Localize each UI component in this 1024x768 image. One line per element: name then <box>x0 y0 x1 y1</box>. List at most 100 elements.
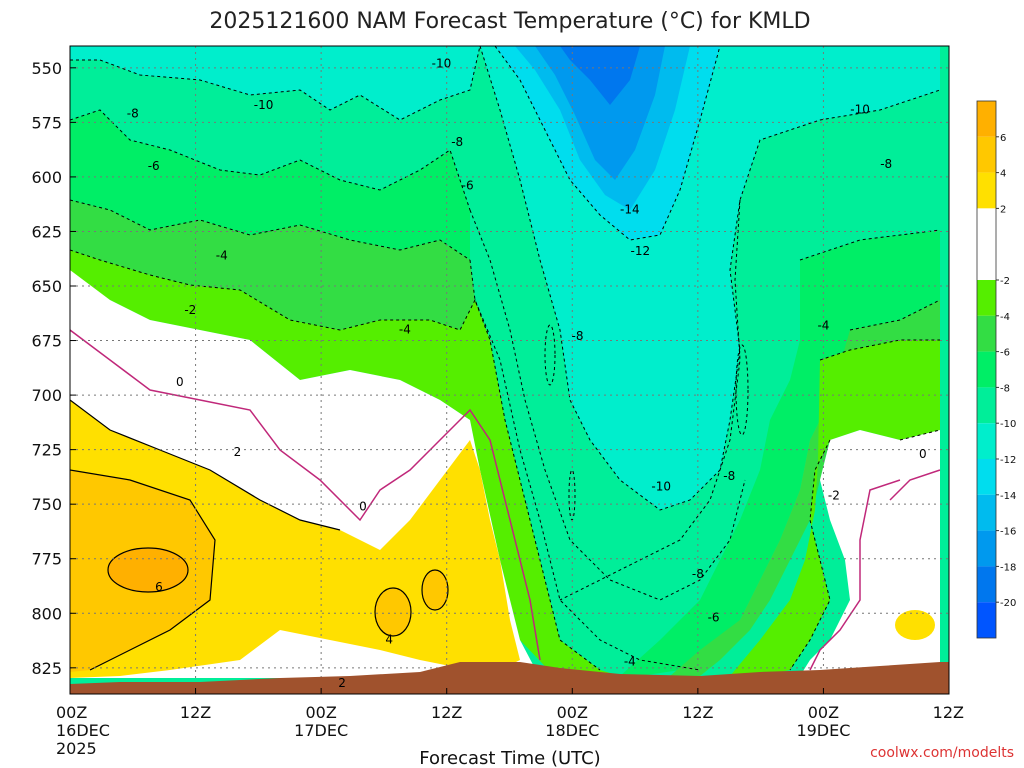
x-tick-date-label: 16DEC <box>56 721 110 740</box>
plot-area: -10 -10 -8 -10 -8 -8 -6 -6 -14 -12 -4 -2 -4 -8 -4 0 2 0 -8… <box>70 46 949 694</box>
contour-label: 0 <box>359 499 367 513</box>
region-4c-patch-b <box>422 570 448 610</box>
contour-label: 0 <box>919 447 927 461</box>
contour-line <box>70 469 216 671</box>
contour-line <box>819 339 940 361</box>
contour-label: -8 <box>127 107 139 121</box>
contour-label: -6 <box>708 611 720 625</box>
colorbar-band <box>977 136 996 173</box>
colorbar-band <box>977 351 996 388</box>
negative-contour-lines <box>70 46 941 671</box>
x-tick-label: 12Z <box>431 703 462 722</box>
chart-title: 2025121600 NAM Forecast Temperature (°C)… <box>209 9 810 34</box>
contour-line <box>559 199 741 601</box>
contour-label: -8 <box>451 135 463 149</box>
y-tick-label: 800 <box>31 604 62 623</box>
y-tick-label: 625 <box>31 222 62 241</box>
y-tick-label: 725 <box>31 441 62 460</box>
colorbar-label: -20 <box>1000 598 1016 609</box>
contour-line <box>374 587 412 637</box>
colorbar-band <box>977 423 996 459</box>
y-tick-label: 775 <box>31 550 62 569</box>
region-minus6-right <box>670 300 940 676</box>
colorbar-band <box>977 280 996 316</box>
contour-line <box>469 209 746 601</box>
y-tick-label: 700 <box>31 386 62 405</box>
y-tick-label: 825 <box>31 659 62 678</box>
contour-line <box>107 547 189 593</box>
x-tick-label: 12Z <box>180 703 211 722</box>
region-4c-patch-a <box>375 588 411 636</box>
x-tick-label: 12Z <box>933 703 964 722</box>
contour-label: 2 <box>338 676 346 690</box>
contour-label: -8 <box>572 329 584 343</box>
region-minus8-left <box>70 110 470 260</box>
colorbar: 6 4 2 -2 -4 -6 -8 -10 -12 -14 -16 -18 -20 <box>976 100 1016 639</box>
contour-label: -8 <box>692 567 704 581</box>
region-minus18 <box>535 46 665 180</box>
colorbar-frame <box>976 100 997 639</box>
contour-label: -8 <box>880 157 892 171</box>
colorbar-label: -10 <box>1000 419 1016 430</box>
contour-line <box>469 259 701 671</box>
x-tick-label: 12Z <box>682 703 713 722</box>
contour-label: -10 <box>432 56 452 70</box>
region-minus10-left <box>70 46 480 120</box>
contour-line <box>544 324 556 386</box>
x-tick-date-label: 19DEC <box>796 721 850 740</box>
x-tick-year-label: 2025 <box>56 739 97 758</box>
contour-line <box>70 329 541 661</box>
contour-label: 6 <box>155 580 163 594</box>
region-minus4-right <box>730 340 940 676</box>
contour-label: -6 <box>148 159 160 173</box>
contour-line <box>421 569 449 611</box>
x-tick-label: 00Z <box>305 703 336 722</box>
contour-line <box>494 46 721 241</box>
contour-line <box>849 299 941 331</box>
contour-label: 2 <box>234 445 242 459</box>
contour-label: -10 <box>651 480 671 494</box>
y-tick-label: 600 <box>31 168 62 187</box>
colorbar-label: -12 <box>1000 455 1016 466</box>
positive-contour-lines <box>70 399 449 671</box>
contour-labels: -10 -10 -8 -10 -8 -8 -6 -6 -14 -12 -4 -2 -4 -8 -4 0 2 0 -8… <box>127 56 927 690</box>
contour-line <box>70 249 601 671</box>
contour-label: -14 <box>620 203 640 217</box>
contour-line <box>70 109 471 211</box>
horizontal-gridlines <box>70 67 949 669</box>
x-tick-date-label: 18DEC <box>545 721 599 740</box>
terrain-ground <box>70 662 949 694</box>
y-tick-label: 575 <box>31 113 62 132</box>
colorbar-band <box>977 566 996 603</box>
colorbar-band <box>977 315 996 352</box>
contour-line <box>735 344 749 436</box>
y-axis: 550 575 600 625 650 675 700 725 750 775 800 825 <box>31 59 76 678</box>
contour-label: -2 <box>184 303 196 317</box>
contour-line <box>899 429 941 441</box>
contour-label: -8 <box>723 469 735 483</box>
colorbar-band <box>977 530 996 567</box>
colorbar-band <box>977 387 996 424</box>
colorbar-label: -18 <box>1000 562 1016 573</box>
colorbar-band <box>977 208 996 280</box>
contour-line <box>799 229 941 261</box>
colorbar-label: 6 <box>1000 133 1006 144</box>
y-tick-label: 750 <box>31 495 62 514</box>
colorbar-band <box>977 459 996 495</box>
x-tick-label: 00Z <box>56 703 87 722</box>
vertical-gridlines <box>195 46 824 694</box>
colorbar-label: -4 <box>1000 312 1010 323</box>
x-axis-label: Forecast Time (UTC) <box>419 748 600 768</box>
contour-label: -4 <box>399 323 411 337</box>
contour-label: -4 <box>624 654 636 668</box>
region-minus4-left <box>70 250 620 682</box>
colorbar-band <box>977 494 996 531</box>
colorbar-band <box>977 602 996 638</box>
region-minus6-left <box>70 200 475 330</box>
x-tick-label: 00Z <box>808 703 839 722</box>
y-tick-label: 650 <box>31 277 62 296</box>
contour-line <box>809 479 901 671</box>
plot-frame <box>69 45 950 695</box>
region-yellow-right <box>895 610 935 640</box>
